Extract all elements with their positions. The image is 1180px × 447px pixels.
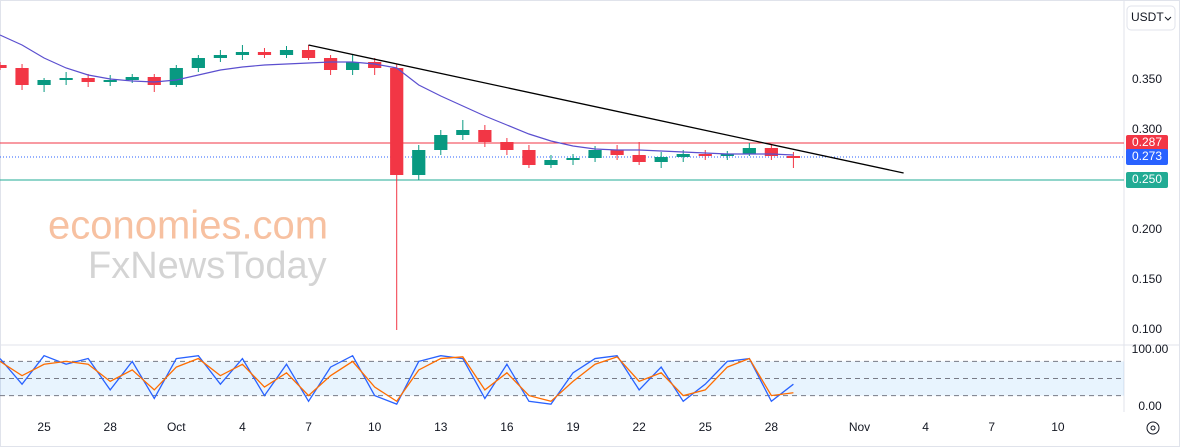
- dropdown-arrow[interactable]: [1164, 16, 1172, 21]
- candle-body: [37, 80, 51, 85]
- candle-body: [434, 135, 448, 150]
- candle-body: [191, 58, 205, 68]
- level-label: 0.273: [1132, 149, 1162, 163]
- stoch-line: [0, 354, 794, 405]
- level-label: 0.250: [1132, 172, 1162, 186]
- x-tick-label: 10: [1051, 420, 1065, 434]
- settings-icon[interactable]: [1146, 421, 1160, 435]
- x-tick-label: 10: [368, 420, 382, 434]
- candle-body: [169, 68, 183, 85]
- candle-body: [301, 50, 316, 58]
- candle-body: [59, 78, 73, 80]
- watermark: FxNewsToday: [88, 245, 327, 287]
- level-label-box: [1126, 135, 1168, 151]
- stoch-tick-label: 0.00: [1138, 399, 1162, 413]
- candle-body: [544, 160, 558, 165]
- x-tick-label: 28: [104, 420, 118, 434]
- x-tick-label: 7: [988, 420, 995, 434]
- x-tick-label: 22: [632, 420, 646, 434]
- candle-body: [522, 150, 536, 165]
- candle-body: [213, 55, 228, 58]
- x-tick-label: 13: [434, 420, 448, 434]
- currency-button[interactable]: USDT: [1126, 5, 1176, 31]
- moving-average: [0, 34, 794, 156]
- y-tick-label: 0.100: [1132, 322, 1162, 336]
- settings-icon-center[interactable]: [1150, 425, 1156, 431]
- candle-body: [0, 65, 7, 68]
- candle-body: [103, 80, 117, 82]
- candle-body: [676, 154, 690, 157]
- candle-body: [698, 154, 712, 156]
- currency-box[interactable]: [1126, 5, 1176, 31]
- x-tick-label: 28: [765, 420, 779, 434]
- x-tick-label: 16: [500, 420, 514, 434]
- x-tick-label: Oct: [167, 420, 186, 434]
- candle-body: [235, 52, 250, 55]
- candle-body: [390, 68, 404, 175]
- candle-body: [632, 155, 646, 162]
- candle-body: [368, 62, 382, 68]
- candle-body: [279, 50, 294, 55]
- candle-body: [610, 150, 624, 155]
- level-label: 0.287: [1132, 135, 1162, 149]
- candle-body: [588, 150, 602, 158]
- stoch-tick-label: 100.00: [1132, 342, 1169, 356]
- candle-body: [81, 78, 95, 82]
- candle-body: [346, 62, 360, 70]
- candle-body: [323, 58, 338, 70]
- candle-body: [500, 142, 514, 150]
- candle-body: [742, 148, 756, 154]
- candle-body: [566, 158, 580, 160]
- level-label-box: [1126, 172, 1168, 188]
- candle-body: [15, 68, 29, 85]
- x-tick-label: 4: [922, 420, 929, 434]
- y-tick-label: 0.150: [1132, 272, 1162, 286]
- candle-body: [456, 130, 470, 135]
- y-tick-label: 0.300: [1132, 122, 1162, 136]
- candle-body: [786, 156, 801, 158]
- x-tick-label: Nov: [849, 420, 870, 434]
- y-tick-label: 0.350: [1132, 72, 1162, 86]
- x-tick-label: 19: [566, 420, 580, 434]
- x-tick-label: 7: [305, 420, 312, 434]
- candle-body: [720, 154, 734, 156]
- watermark: economies.com: [48, 204, 328, 248]
- candle-body: [125, 77, 139, 80]
- x-tick-label: 4: [239, 420, 246, 434]
- candle-body: [412, 150, 426, 175]
- candle-body: [478, 130, 492, 142]
- candle-body: [147, 77, 161, 85]
- candle-body: [257, 52, 272, 55]
- x-tick-label: 25: [37, 420, 51, 434]
- x-tick-label: 25: [699, 420, 713, 434]
- stoch-line: [0, 356, 794, 403]
- y-tick-label: 0.200: [1132, 222, 1162, 236]
- candle-body: [654, 157, 668, 162]
- trendline: [308, 44, 904, 174]
- currency[interactable]: USDT: [1131, 10, 1164, 24]
- candle-body: [764, 148, 778, 156]
- level-label-box: [1126, 149, 1168, 165]
- settings-button[interactable]: [1146, 421, 1160, 435]
